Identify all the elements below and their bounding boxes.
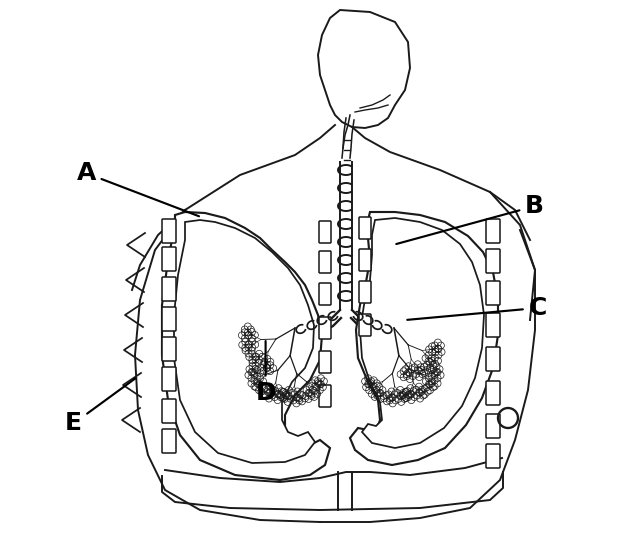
Text: C: C bbox=[407, 296, 547, 320]
FancyBboxPatch shape bbox=[319, 317, 331, 339]
FancyBboxPatch shape bbox=[319, 221, 331, 243]
Polygon shape bbox=[360, 218, 484, 448]
FancyBboxPatch shape bbox=[319, 385, 331, 407]
FancyBboxPatch shape bbox=[162, 307, 176, 331]
FancyBboxPatch shape bbox=[162, 337, 176, 361]
FancyBboxPatch shape bbox=[486, 249, 500, 273]
FancyBboxPatch shape bbox=[319, 283, 331, 305]
FancyBboxPatch shape bbox=[162, 219, 176, 243]
FancyBboxPatch shape bbox=[359, 249, 371, 271]
FancyBboxPatch shape bbox=[319, 251, 331, 273]
Polygon shape bbox=[174, 220, 315, 463]
FancyBboxPatch shape bbox=[486, 444, 500, 468]
FancyBboxPatch shape bbox=[486, 313, 500, 337]
FancyBboxPatch shape bbox=[162, 399, 176, 423]
FancyBboxPatch shape bbox=[486, 281, 500, 305]
FancyBboxPatch shape bbox=[486, 381, 500, 405]
FancyBboxPatch shape bbox=[162, 429, 176, 453]
FancyBboxPatch shape bbox=[162, 277, 176, 301]
FancyBboxPatch shape bbox=[319, 351, 331, 373]
FancyBboxPatch shape bbox=[486, 414, 500, 438]
Polygon shape bbox=[350, 212, 498, 465]
Text: A: A bbox=[77, 161, 199, 216]
FancyBboxPatch shape bbox=[359, 217, 371, 239]
FancyBboxPatch shape bbox=[486, 219, 500, 243]
Polygon shape bbox=[318, 10, 410, 128]
Text: E: E bbox=[65, 378, 135, 436]
Polygon shape bbox=[162, 212, 330, 480]
FancyBboxPatch shape bbox=[162, 367, 176, 391]
Text: D: D bbox=[255, 341, 276, 405]
FancyBboxPatch shape bbox=[359, 281, 371, 303]
Text: B: B bbox=[396, 194, 544, 244]
FancyBboxPatch shape bbox=[162, 247, 176, 271]
FancyBboxPatch shape bbox=[359, 314, 371, 336]
FancyBboxPatch shape bbox=[486, 347, 500, 371]
